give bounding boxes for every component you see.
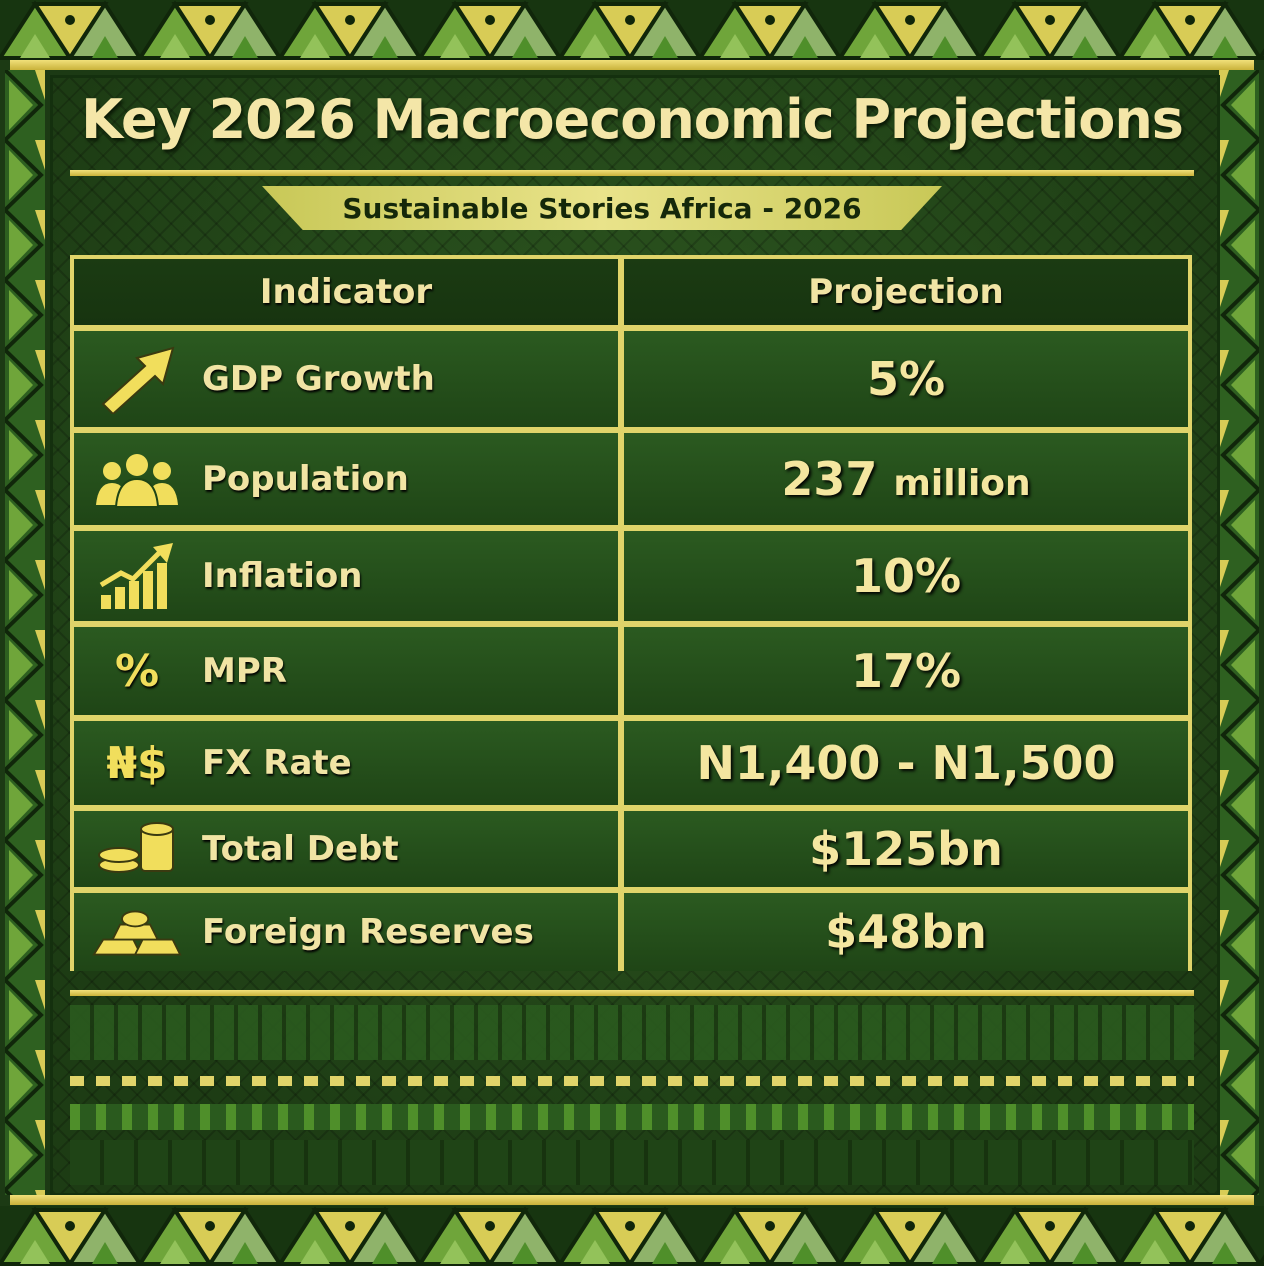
top-pattern-border — [0, 0, 1264, 60]
indicator-label: MPR — [202, 651, 287, 691]
subtitle: Sustainable Stories Africa - 2026 — [342, 191, 862, 225]
header-indicator: Indicator — [259, 272, 433, 312]
gold-bars-icon — [92, 904, 182, 960]
subtitle-banner: Sustainable Stories Africa - 2026 — [262, 186, 942, 230]
table-row: GDP Growth 5% — [74, 331, 1188, 433]
bottom-gold-divider — [10, 1195, 1254, 1205]
projection-value: $48bn — [825, 905, 987, 959]
table-row: Population 237 million — [74, 433, 1188, 531]
coins-icon — [92, 821, 182, 877]
table-row: ₦$ FX Rate N1,400 - N1,500 — [74, 721, 1188, 811]
people-icon — [92, 449, 182, 509]
projection-value: 17% — [850, 644, 962, 698]
percent-icon: % — [114, 645, 160, 697]
decorative-dashes — [70, 1076, 1194, 1086]
bottom-divider — [70, 990, 1194, 996]
bottom-pattern-border — [0, 1206, 1264, 1266]
page-title: Key 2026 Macroeconomic Projections — [81, 88, 1184, 151]
indicator-label: Population — [202, 459, 409, 499]
arrow-up-right-icon — [92, 344, 182, 414]
indicator-label: GDP Growth — [202, 359, 435, 399]
growth-chart-icon — [92, 541, 182, 611]
indicator-label: Foreign Reserves — [202, 912, 534, 952]
decorative-stripe — [70, 1140, 1194, 1185]
decorative-stripe — [70, 1005, 1194, 1060]
indicator-label: FX Rate — [202, 743, 352, 783]
table-row: Foreign Reserves $48bn — [74, 893, 1188, 971]
table-row: % MPR 17% — [74, 627, 1188, 721]
projection-value: 237 million — [781, 452, 1031, 506]
naira-dollar-icon: ₦$ — [106, 737, 168, 789]
indicator-label: Inflation — [202, 556, 363, 596]
projections-table: Indicator Projection GDP Growth 5% Popul… — [70, 255, 1192, 971]
projection-value: $125bn — [809, 822, 1003, 876]
left-pattern-border — [5, 70, 45, 1195]
indicator-label: Total Debt — [202, 829, 399, 869]
header-projection: Projection — [808, 272, 1004, 312]
projection-value: 10% — [850, 549, 962, 603]
title-divider — [70, 170, 1194, 176]
table-row: Inflation 10% — [74, 531, 1188, 627]
top-gold-divider — [10, 60, 1254, 70]
right-pattern-border — [1219, 70, 1259, 1195]
table-header: Indicator Projection — [74, 259, 1188, 331]
projection-value: 5% — [866, 352, 946, 406]
table-row: Total Debt $125bn — [74, 811, 1188, 893]
projection-value: N1,400 - N1,500 — [696, 736, 1116, 790]
decorative-dots — [70, 1104, 1194, 1130]
